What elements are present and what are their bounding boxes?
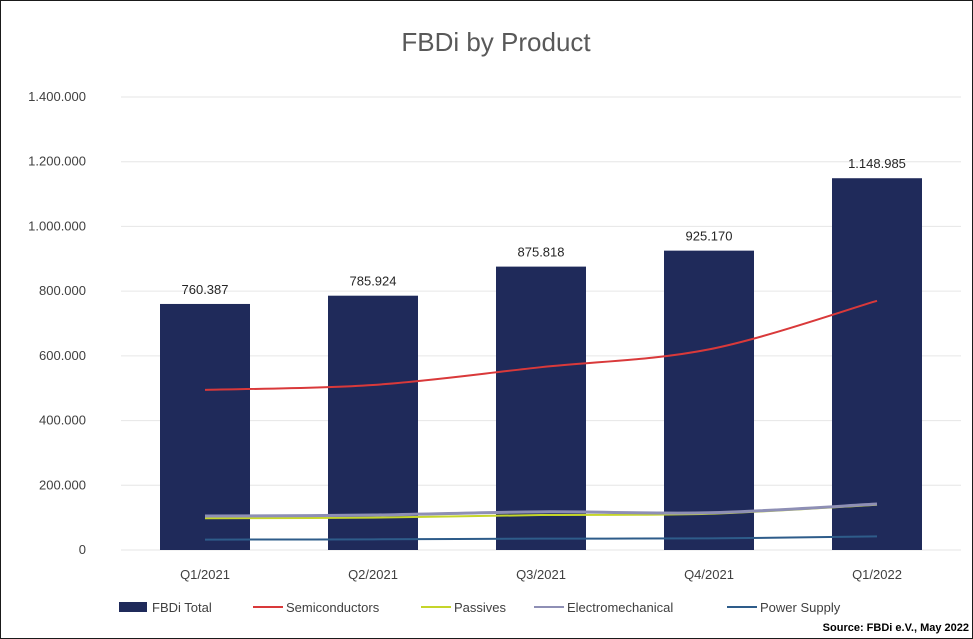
bars xyxy=(160,178,922,550)
x-tick-label: Q3/2021 xyxy=(516,567,566,582)
x-tick-label: Q1/2021 xyxy=(180,567,230,582)
bar-data-label: 1.148.985 xyxy=(848,156,906,171)
y-tick-label: 0 xyxy=(79,542,86,557)
bar xyxy=(496,266,586,550)
y-axis-ticks: 0 200.000 400.000 600.000 800.000 1.000.000 1.… xyxy=(28,89,86,557)
bar-data-labels: 760.387 785.924 875.818 925.170 1.148.985 xyxy=(182,156,906,297)
series-lines xyxy=(204,299,878,541)
bar xyxy=(832,178,922,550)
bar-data-label: 925.170 xyxy=(686,229,733,244)
series-line-semiconductors xyxy=(204,299,878,391)
series-line-electromechanical xyxy=(204,502,878,518)
bar xyxy=(328,295,418,550)
x-tick-label: Q4/2021 xyxy=(684,567,734,582)
bar-data-label: 785.924 xyxy=(350,274,397,289)
x-tick-label: Q2/2021 xyxy=(348,567,398,582)
legend-label: FBDi Total xyxy=(152,600,212,615)
legend-label: Power Supply xyxy=(760,600,841,615)
y-tick-label: 400.000 xyxy=(39,413,86,428)
y-tick-label: 200.000 xyxy=(39,477,86,492)
y-tick-label: 1.400.000 xyxy=(28,89,86,104)
x-tick-label: Q1/2022 xyxy=(852,567,902,582)
bar xyxy=(160,303,250,550)
legend: FBDi Total Semiconductors Passives Electrom… xyxy=(119,600,841,615)
y-tick-label: 1.000.000 xyxy=(28,218,86,233)
y-tick-label: 600.000 xyxy=(39,348,86,363)
legend-label: Semiconductors xyxy=(286,600,380,615)
legend-swatch-fbdi-total xyxy=(119,602,147,612)
y-tick-label: 1.200.000 xyxy=(28,154,86,169)
y-tick-label: 800.000 xyxy=(39,283,86,298)
bar-data-label: 875.818 xyxy=(518,245,565,260)
legend-label: Passives xyxy=(454,600,507,615)
chart-title: FBDi by Product xyxy=(401,27,591,57)
bar-data-label: 760.387 xyxy=(182,282,229,297)
legend-label: Electromechanical xyxy=(567,600,673,615)
x-axis-ticks: Q1/2021 Q2/2021 Q3/2021 Q4/2021 Q1/2022 xyxy=(180,567,902,582)
series-line-power-supply xyxy=(204,535,878,541)
source-note: Source: FBDi e.V., May 2022 xyxy=(823,622,969,634)
bar xyxy=(664,250,754,550)
